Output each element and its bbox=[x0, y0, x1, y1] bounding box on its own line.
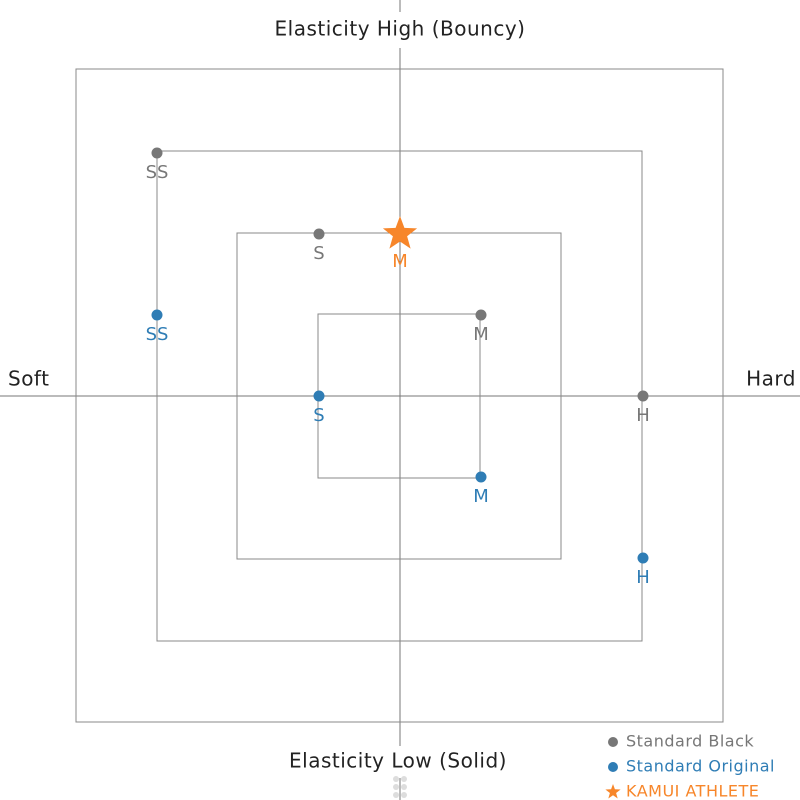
data-point bbox=[151, 147, 163, 159]
data-point bbox=[382, 216, 418, 249]
legend-label: KAMUI ATHLETE bbox=[626, 782, 759, 800]
data-point bbox=[313, 228, 325, 240]
point-label: S bbox=[313, 405, 324, 426]
data-point bbox=[475, 309, 487, 321]
x-right-label: Hard bbox=[746, 367, 796, 391]
point-label: H bbox=[636, 405, 650, 426]
point-label: M bbox=[392, 251, 408, 272]
point-label: M bbox=[473, 324, 489, 345]
scroll-icon bbox=[393, 776, 407, 798]
point-label: M bbox=[473, 486, 489, 507]
legend-label: Standard Black bbox=[626, 732, 754, 751]
legend-label: Standard Original bbox=[626, 757, 775, 776]
point-label: S bbox=[313, 243, 324, 264]
legend-marker bbox=[608, 762, 618, 772]
frame-outer bbox=[75, 68, 724, 723]
legend-marker bbox=[608, 737, 618, 747]
point-label: H bbox=[636, 567, 650, 588]
point-label: SS bbox=[146, 324, 169, 345]
legend-marker bbox=[605, 784, 621, 799]
data-point bbox=[475, 471, 487, 483]
label-bg bbox=[260, 746, 540, 778]
data-point bbox=[151, 309, 163, 321]
label-bg bbox=[0, 366, 70, 394]
y-bottom-label: Elasticity Low (Solid) bbox=[289, 749, 507, 773]
point-label: SS bbox=[146, 162, 169, 183]
label-bg bbox=[240, 12, 560, 48]
label-bg bbox=[730, 366, 800, 394]
data-point bbox=[637, 390, 649, 402]
x-left-label: Soft bbox=[8, 367, 49, 391]
y-top-label: Elasticity High (Bouncy) bbox=[275, 17, 526, 41]
data-point bbox=[313, 390, 325, 402]
data-point bbox=[637, 552, 649, 564]
